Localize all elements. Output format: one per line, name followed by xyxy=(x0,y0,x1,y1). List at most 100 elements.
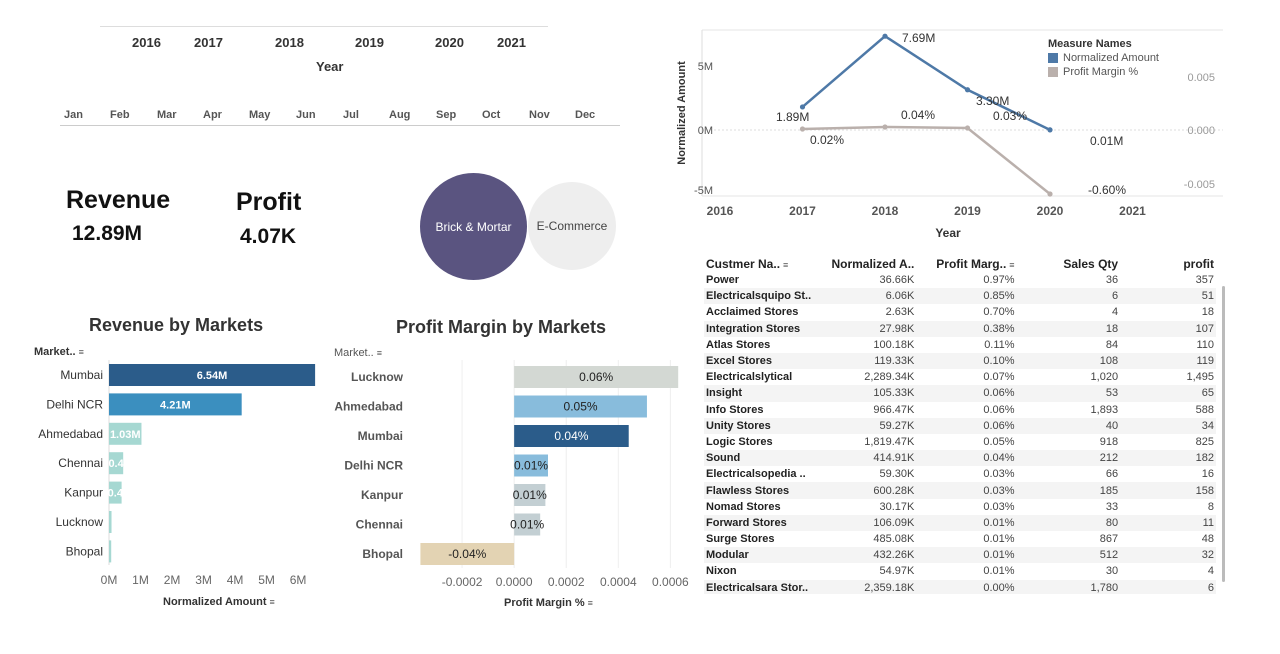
cell-profit: 107 xyxy=(1195,322,1214,335)
month-option-apr[interactable]: Apr xyxy=(203,109,222,121)
cell-sales-qty: 53 xyxy=(1105,387,1119,400)
cell-profit: 32 xyxy=(1201,549,1214,562)
sort-icon[interactable]: ≡ xyxy=(376,348,382,358)
table-row[interactable]: Electricalsara Stor.. 2,359.18K 0.00% 1,780… xyxy=(704,579,1216,594)
header-profit[interactable]: profit xyxy=(1183,257,1214,271)
year-option-2021[interactable]: 2021 xyxy=(497,35,526,50)
cell-customer-name: Flawless Stores xyxy=(706,484,790,497)
cell-sales-qty: 18 xyxy=(1105,322,1119,335)
table-row[interactable]: Integration Stores 27.98K 0.38% 18 107 xyxy=(704,320,1216,337)
month-option-nov[interactable]: Nov xyxy=(529,109,550,121)
table-row[interactable]: Info Stores 966.47K 0.06% 1,893 588 xyxy=(704,401,1216,418)
x-tick-label: 2019 xyxy=(954,204,981,218)
x-tick-label: 1M xyxy=(132,573,149,587)
customer-table: Custmer Na.. ≡ Normalized A.. Profit Marg… xyxy=(704,256,1216,594)
table-row[interactable]: Flawless Stores 600.28K 0.03% 185 158 xyxy=(704,482,1216,499)
revenue-market-header-label: Market.. xyxy=(34,346,76,358)
table-row[interactable]: Electricalsquipo St.. 6.06K 0.85% 6 51 xyxy=(704,288,1216,305)
year-filter-axis-line xyxy=(100,26,548,27)
month-option-jun[interactable]: Jun xyxy=(296,109,316,121)
month-option-feb[interactable]: Feb xyxy=(110,109,130,121)
sort-icon[interactable]: ≡ xyxy=(1009,260,1015,270)
month-option-jul[interactable]: Jul xyxy=(343,109,359,121)
table-row[interactable]: Power 36.66K 0.97% 36 357 xyxy=(704,272,1216,289)
trend-legend[interactable]: Measure Names Normalized Amount Profit M… xyxy=(1048,38,1159,78)
cell-normalized-amount: 105.33K xyxy=(873,387,915,400)
x-tick-label: 5M xyxy=(258,573,275,587)
month-filter[interactable]: Jan Feb Mar Apr May Jun Jul Aug Sep Oct … xyxy=(60,104,622,128)
profit-kpi-value: 4.07K xyxy=(240,225,297,248)
cell-customer-name: Electricalslytical xyxy=(706,371,793,384)
cell-profit: 18 xyxy=(1201,306,1214,319)
table-row[interactable]: Acclaimed Stores 2.63K 0.70% 4 18 xyxy=(704,304,1216,321)
table-row[interactable]: Electricalslytical 2,289.34K 0.07% 1,020 1,4… xyxy=(704,369,1216,386)
cell-profit: 4 xyxy=(1207,565,1214,578)
table-row[interactable]: Insight 105.33K 0.06% 53 65 xyxy=(704,385,1216,402)
cell-profit-margin: 0.06% xyxy=(983,419,1015,432)
table-row[interactable]: Nomad Stores 30.17K 0.03% 33 8 xyxy=(704,498,1216,515)
table-row[interactable]: Atlas Stores 100.18K 0.11% 84 110 xyxy=(704,336,1216,353)
cell-sales-qty: 867 xyxy=(1099,533,1119,546)
year-filter[interactable]: 2016 2017 2018 2019 2020 2021 Year xyxy=(60,10,550,80)
header-normalized-amount[interactable]: Normalized A.. xyxy=(831,257,915,271)
month-option-jan[interactable]: Jan xyxy=(64,109,83,121)
cell-customer-name: Electricalsopedia .. xyxy=(706,468,806,481)
sort-icon[interactable]: ≡ xyxy=(269,597,275,607)
x-tick-label: 2018 xyxy=(872,204,899,218)
month-option-may[interactable]: May xyxy=(249,109,271,121)
revenue-market-header[interactable]: Market.. ≡ xyxy=(34,346,84,358)
cell-sales-qty: 4 xyxy=(1111,306,1119,319)
cell-customer-name: Logic Stores xyxy=(706,435,773,448)
profit-kpi-label: Profit xyxy=(236,188,302,216)
table-row[interactable]: Forward Stores 106.09K 0.01% 80 11 xyxy=(704,514,1216,531)
margin-market-header[interactable]: Market.. ≡ xyxy=(334,347,382,359)
month-option-oct[interactable]: Oct xyxy=(482,109,501,121)
year-option-2018[interactable]: 2018 xyxy=(275,35,304,50)
month-option-mar[interactable]: Mar xyxy=(157,109,177,121)
cell-normalized-amount: 600.28K xyxy=(873,484,915,497)
x-tick-label: 2020 xyxy=(1037,204,1064,218)
y2-tick-label: -0.005 xyxy=(1184,179,1215,191)
cell-profit-margin: 0.03% xyxy=(983,484,1015,497)
bar xyxy=(514,513,541,536)
month-option-dec[interactable]: Dec xyxy=(575,109,596,121)
legend-item-profit-margin[interactable]: Profit Margin % xyxy=(1048,66,1159,78)
table-row[interactable]: Electricalsopedia .. 59.30K 0.03% 66 16 xyxy=(704,466,1216,483)
header-sales-qty[interactable]: Sales Qty xyxy=(1063,257,1119,271)
table-row[interactable]: Nixon 54.97K 0.01% 30 4 xyxy=(704,563,1216,580)
sort-icon[interactable]: ≡ xyxy=(783,260,789,270)
cell-profit: 182 xyxy=(1195,452,1214,465)
x-tick-label: 2017 xyxy=(789,204,816,218)
data-point xyxy=(964,125,971,131)
data-label: 6.54M xyxy=(197,370,228,382)
table-row[interactable]: Excel Stores 119.33K 0.10% 108 119 xyxy=(704,352,1216,370)
header-customer-name[interactable]: Custmer Na.. ≡ xyxy=(706,257,789,271)
cell-profit: 588 xyxy=(1195,403,1214,416)
year-option-2017[interactable]: 2017 xyxy=(194,35,223,50)
cell-normalized-amount: 2,289.34K xyxy=(864,371,915,384)
cell-profit: 158 xyxy=(1195,484,1214,497)
x-tick-label: 0M xyxy=(101,573,118,587)
year-option-2020[interactable]: 2020 xyxy=(435,35,464,50)
cell-sales-qty: 1,893 xyxy=(1090,403,1119,416)
sort-icon[interactable]: ≡ xyxy=(587,598,593,608)
x-axis-title: Year xyxy=(935,226,961,240)
x-tick-label: 2016 xyxy=(707,204,734,218)
year-option-2019[interactable]: 2019 xyxy=(355,35,384,50)
table-row[interactable]: Sound 414.91K 0.04% 212 182 xyxy=(704,450,1216,467)
year-option-2016[interactable]: 2016 xyxy=(132,35,161,50)
table-row[interactable]: Modular 432.26K 0.01% 512 32 xyxy=(704,547,1216,564)
header-profit-margin[interactable]: Profit Marg.. ≡ xyxy=(936,257,1015,271)
category-label: Lucknow xyxy=(351,370,404,384)
ecommerce-button[interactable]: E-Commerce xyxy=(528,182,616,270)
legend-item-normalized-amount[interactable]: Normalized Amount xyxy=(1048,52,1159,64)
table-row[interactable]: Surge Stores 485.08K 0.01% 867 48 xyxy=(704,531,1216,548)
sort-icon[interactable]: ≡ xyxy=(78,347,84,357)
table-row[interactable]: Unity Stores 59.27K 0.06% 40 34 xyxy=(704,417,1216,434)
cell-profit-margin: 0.01% xyxy=(983,549,1015,562)
table-scrollbar[interactable] xyxy=(1222,286,1225,582)
month-option-aug[interactable]: Aug xyxy=(389,109,411,121)
month-option-sep[interactable]: Sep xyxy=(436,109,457,121)
table-row[interactable]: Logic Stores 1,819.47K 0.05% 918 825 xyxy=(704,433,1216,451)
brick-mortar-button[interactable]: Brick & Mortar xyxy=(420,173,527,280)
